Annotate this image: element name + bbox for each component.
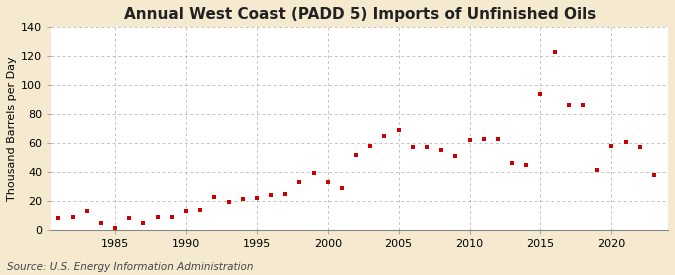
Point: [578, 103, 589, 108]
Point: [152, 214, 163, 219]
Point: [408, 145, 418, 150]
Point: [365, 144, 376, 148]
Point: [280, 191, 291, 196]
Y-axis label: Thousand Barrels per Day: Thousand Barrels per Day: [7, 56, 17, 201]
Point: [181, 209, 192, 213]
Point: [549, 50, 560, 54]
Point: [223, 200, 234, 205]
Point: [479, 136, 489, 141]
Point: [634, 145, 645, 150]
Point: [507, 161, 518, 166]
Point: [109, 226, 120, 230]
Point: [195, 207, 206, 212]
Point: [238, 197, 248, 202]
Point: [337, 186, 348, 190]
Point: [493, 136, 504, 141]
Point: [81, 209, 92, 213]
Point: [308, 171, 319, 175]
Point: [166, 214, 177, 219]
Point: [266, 193, 277, 197]
Point: [606, 144, 617, 148]
Point: [394, 128, 404, 132]
Point: [351, 152, 362, 157]
Text: Source: U.S. Energy Information Administration: Source: U.S. Energy Information Administ…: [7, 262, 253, 272]
Point: [649, 173, 659, 177]
Point: [436, 148, 447, 152]
Point: [252, 196, 263, 200]
Point: [422, 145, 433, 150]
Point: [294, 180, 305, 184]
Point: [138, 220, 148, 225]
Point: [67, 214, 78, 219]
Point: [124, 216, 134, 220]
Title: Annual West Coast (PADD 5) Imports of Unfinished Oils: Annual West Coast (PADD 5) Imports of Un…: [124, 7, 596, 22]
Point: [450, 154, 461, 158]
Point: [592, 168, 603, 173]
Point: [323, 180, 333, 184]
Point: [521, 163, 532, 167]
Point: [53, 216, 63, 220]
Point: [620, 139, 631, 144]
Point: [379, 134, 390, 138]
Point: [95, 220, 106, 225]
Point: [209, 194, 220, 199]
Point: [535, 92, 546, 96]
Point: [464, 138, 475, 142]
Point: [564, 103, 574, 108]
